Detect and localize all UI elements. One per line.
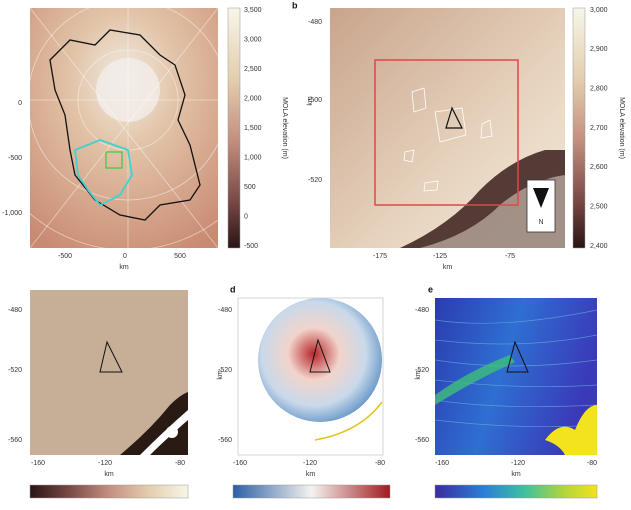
- x-tick-label: -125: [433, 253, 447, 260]
- north-arrow: [533, 188, 549, 208]
- high-band: [435, 355, 515, 405]
- x-tick-label: -80: [175, 460, 185, 467]
- y-tick-label: -560: [415, 437, 429, 444]
- y-axis-label: km: [217, 370, 224, 380]
- x-tick-label: -120: [303, 460, 317, 467]
- colorbar-tick-label: 3,000: [244, 36, 262, 43]
- panel-b: [330, 7, 586, 249]
- colorbar: [434, 484, 598, 499]
- y-tick-label: -480: [8, 307, 22, 314]
- colorbar-tick-label: 2,500: [244, 66, 262, 73]
- x-tick-label: 500: [174, 253, 186, 260]
- y-tick-label: -1,000: [2, 210, 22, 217]
- colorbar-tick-label: 0: [244, 213, 248, 220]
- panel-d: [232, 297, 391, 499]
- y-tick-label: -560: [8, 437, 22, 444]
- colorbar-tick-label: 2,700: [590, 125, 608, 132]
- colorbar-tick-label: 2,900: [590, 46, 608, 53]
- panel-e: [434, 298, 598, 499]
- x-tick-label: -160: [31, 460, 45, 467]
- y-axis-label: km: [415, 370, 422, 380]
- y-tick-label: -560: [218, 437, 232, 444]
- x-tick-label: -175: [373, 253, 387, 260]
- outline-region: [49, 29, 201, 221]
- study-region: [74, 139, 133, 207]
- y-tick-label: -520: [415, 367, 429, 374]
- colorbar-label: MOLA elevation (m): [618, 97, 625, 159]
- y-tick-label: -500: [8, 155, 22, 162]
- x-axis-label: km: [443, 264, 453, 271]
- y-tick-label: -520: [218, 367, 232, 374]
- colorbar-label: MOLA elevation (m): [281, 97, 288, 159]
- triangle-marker: [99, 340, 123, 373]
- panel-label: d: [230, 284, 236, 294]
- colorbar-tick-label: 1,000: [244, 154, 262, 161]
- y-axis-label: km: [307, 96, 314, 106]
- colorbar: [29, 484, 189, 499]
- y-tick-label: -480: [308, 19, 322, 26]
- study-box: [105, 151, 123, 169]
- triangle-marker: [445, 106, 463, 129]
- colorbar-tick-label: 2,500: [590, 204, 608, 211]
- panel-label: b: [292, 0, 298, 10]
- x-axis-label: km: [306, 471, 316, 478]
- y-tick-label: -480: [415, 307, 429, 314]
- panel-a: [0, 0, 279, 251]
- panel-label: e: [428, 284, 433, 294]
- y-tick-label: -500: [308, 97, 322, 104]
- x-tick-label: -500: [58, 253, 72, 260]
- x-tick-label: -120: [98, 460, 112, 467]
- x-tick-label: 0: [123, 253, 127, 260]
- x-axis-label: km: [104, 471, 114, 478]
- colorbar-tick-label: -500: [244, 243, 258, 250]
- anomaly-disc: [258, 298, 382, 422]
- north-label: N: [538, 219, 543, 226]
- x-axis-label: km: [511, 471, 521, 478]
- x-axis-label: km: [119, 264, 129, 271]
- colorbar-tick-label: 2,000: [244, 95, 262, 102]
- colorbar-tick-label: 1,500: [244, 125, 262, 132]
- y-tick-label: -520: [8, 367, 22, 374]
- colorbar-tick-label: 2,600: [590, 164, 608, 171]
- colorbar-tick-label: 2,400: [590, 243, 608, 250]
- arc: [314, 401, 383, 441]
- crater: [166, 426, 178, 438]
- x-tick-label: -160: [435, 460, 449, 467]
- colorbar: [572, 7, 586, 249]
- study-box: [374, 59, 519, 206]
- colorbar-tick-label: 3,000: [590, 7, 608, 14]
- x-tick-label: -80: [375, 460, 385, 467]
- y-tick-label: -520: [308, 177, 322, 184]
- triangle-marker: [506, 340, 529, 373]
- colorbar-tick-label: 2,800: [590, 86, 608, 93]
- scarp-bright: [140, 410, 188, 455]
- colorbar: [232, 484, 391, 499]
- scarp: [120, 392, 188, 455]
- x-tick-label: -75: [505, 253, 515, 260]
- colorbar: [227, 7, 241, 249]
- y-tick-label: -480: [218, 307, 232, 314]
- triangle-marker: [309, 338, 331, 373]
- colorbar-tick-label: 500: [244, 184, 256, 191]
- high-region: [545, 405, 597, 455]
- x-tick-label: -120: [511, 460, 525, 467]
- x-tick-label: -80: [587, 460, 597, 467]
- x-tick-label: -160: [233, 460, 247, 467]
- colorbar-tick-label: 3,500: [244, 7, 262, 14]
- panel-c: [29, 290, 189, 499]
- y-tick-label: 0: [18, 100, 22, 107]
- outlines: [403, 87, 493, 192]
